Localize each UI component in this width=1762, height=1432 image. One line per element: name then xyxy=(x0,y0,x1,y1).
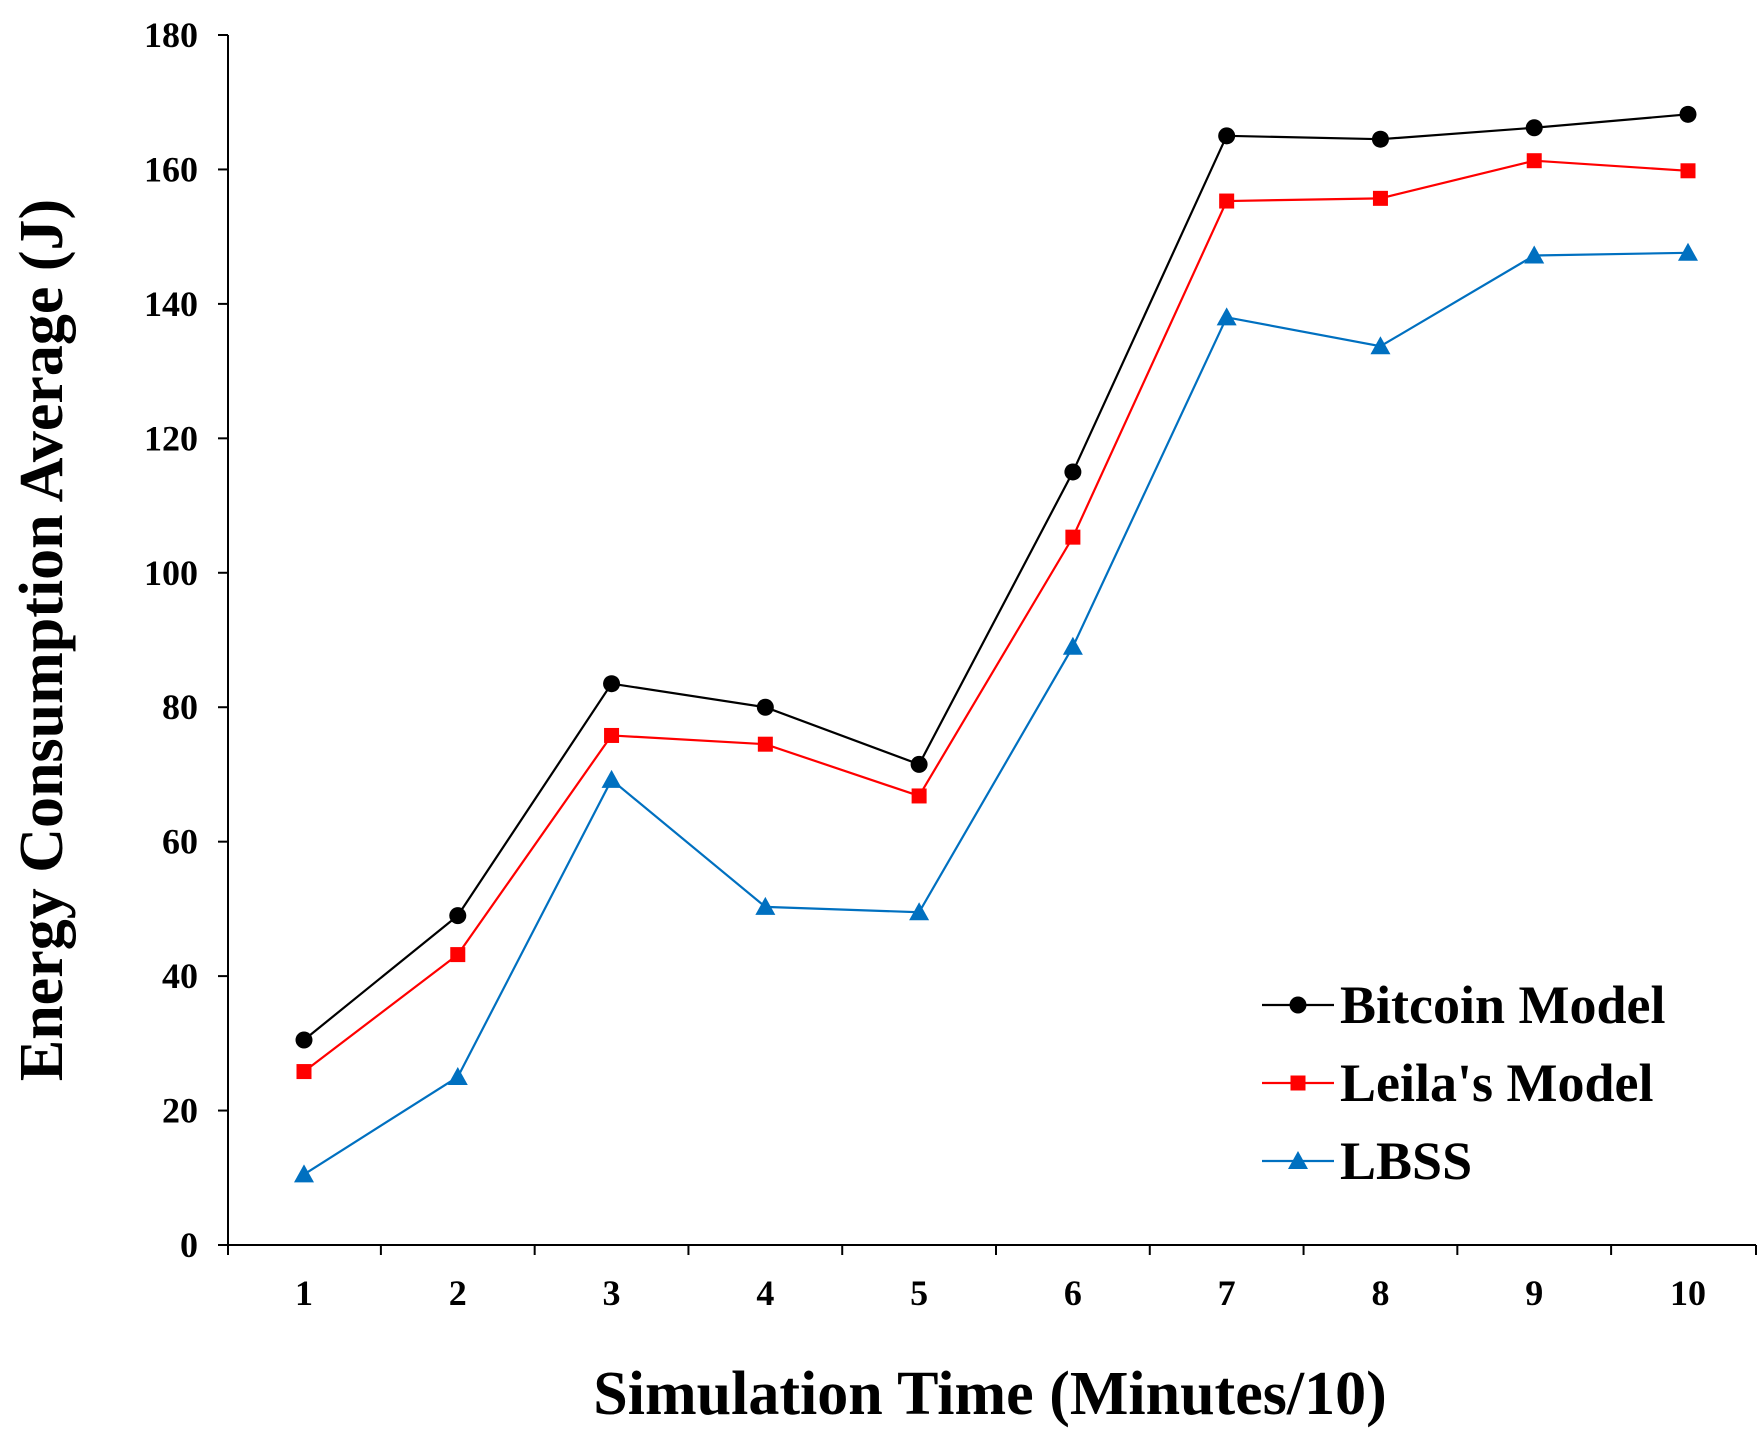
y-tick-label: 20 xyxy=(162,1091,198,1131)
data-point-lbss xyxy=(1062,636,1083,655)
data-point-lbss xyxy=(294,1164,314,1183)
data-point-leila-s-model xyxy=(450,947,466,963)
data-point-leila-s-model xyxy=(1372,190,1388,206)
data-point-bitcoin-model xyxy=(1525,119,1543,137)
series-leila-s-model xyxy=(296,153,1696,1080)
legend-marker xyxy=(1290,1075,1306,1091)
data-point-bitcoin-model xyxy=(1371,130,1389,148)
data-point-bitcoin-model xyxy=(1064,463,1082,481)
data-point-leila-s-model xyxy=(1680,163,1696,179)
legend-marker xyxy=(1288,1151,1308,1169)
data-point-leila-s-model xyxy=(604,727,620,743)
y-tick-label: 180 xyxy=(144,15,198,55)
y-tick-label: 140 xyxy=(144,284,198,324)
x-tick-label: 7 xyxy=(1218,1273,1236,1313)
data-point-leila-s-model xyxy=(757,736,773,752)
x-axis-title: Simulation Time (Minutes/10) xyxy=(593,1360,1386,1428)
y-tick-label: 160 xyxy=(144,149,198,189)
data-point-lbss xyxy=(1524,245,1545,264)
x-tick-label: 9 xyxy=(1525,1273,1543,1313)
data-point-lbss xyxy=(755,896,776,915)
data-point-bitcoin-model xyxy=(603,675,621,693)
y-tick-label: 40 xyxy=(162,956,198,996)
data-point-lbss xyxy=(1678,242,1698,261)
axes xyxy=(227,35,1756,1246)
y-tick-label: 60 xyxy=(162,822,198,862)
x-tick-label: 10 xyxy=(1670,1273,1706,1313)
x-tick-label: 6 xyxy=(1064,1273,1082,1313)
y-tick-label: 80 xyxy=(162,687,198,727)
x-tick-label: 8 xyxy=(1371,1273,1389,1313)
legend-label: Leila's Model xyxy=(1340,1053,1653,1113)
data-point-leila-s-model xyxy=(1219,193,1235,209)
y-tick-label: 120 xyxy=(144,418,198,458)
y-tick-label: 100 xyxy=(144,553,198,593)
data-point-bitcoin-model xyxy=(295,1031,313,1049)
legend-label: Bitcoin Model xyxy=(1340,975,1665,1035)
legend: Bitcoin Model Leila's Model LBSS xyxy=(1262,975,1665,1191)
series-line-lbss xyxy=(303,251,1689,1176)
data-point-leila-s-model xyxy=(1526,153,1542,169)
data-point-lbss xyxy=(601,769,622,788)
y-axis-title: Energy Consumption Average (J) xyxy=(8,199,76,1081)
series-line-leila-s-model xyxy=(303,159,1689,1073)
y-ticks: 0 20 40 60 80 100 120 140 160 180 xyxy=(144,15,228,1265)
data-point-bitcoin-model xyxy=(910,755,928,773)
data-point-leila-s-model xyxy=(911,788,927,804)
x-tick-label: 1 xyxy=(295,1273,313,1313)
legend-item-bitcoin-model: Bitcoin Model xyxy=(1262,975,1665,1035)
data-point-bitcoin-model xyxy=(1679,105,1697,123)
series-bitcoin-model xyxy=(295,105,1697,1049)
y-tick-label: 0 xyxy=(180,1225,198,1265)
legend-label: LBSS xyxy=(1340,1131,1472,1191)
data-point-bitcoin-model xyxy=(1218,127,1236,145)
data-point-lbss xyxy=(447,1066,468,1085)
x-ticks: 1 2 3 4 5 6 7 8 9 10 xyxy=(227,1245,1757,1313)
data-point-leila-s-model xyxy=(1065,529,1081,545)
data-point-leila-s-model xyxy=(296,1064,312,1080)
x-tick-label: 4 xyxy=(756,1273,774,1313)
x-tick-label: 3 xyxy=(603,1273,621,1313)
data-point-lbss xyxy=(1370,336,1391,355)
x-tick-label: 2 xyxy=(449,1273,467,1313)
series-lbss xyxy=(294,242,1698,1183)
data-point-lbss xyxy=(1216,307,1237,326)
data-point-bitcoin-model xyxy=(756,698,774,716)
x-tick-label: 5 xyxy=(910,1273,928,1313)
series-line-bitcoin-model xyxy=(303,113,1689,1041)
legend-marker xyxy=(1289,996,1307,1014)
data-point-lbss xyxy=(909,902,930,921)
series-layer xyxy=(294,105,1698,1183)
legend-item-leila-s-model: Leila's Model xyxy=(1262,1053,1653,1113)
data-point-bitcoin-model xyxy=(449,907,467,925)
legend-item-lbss: LBSS xyxy=(1262,1131,1472,1191)
